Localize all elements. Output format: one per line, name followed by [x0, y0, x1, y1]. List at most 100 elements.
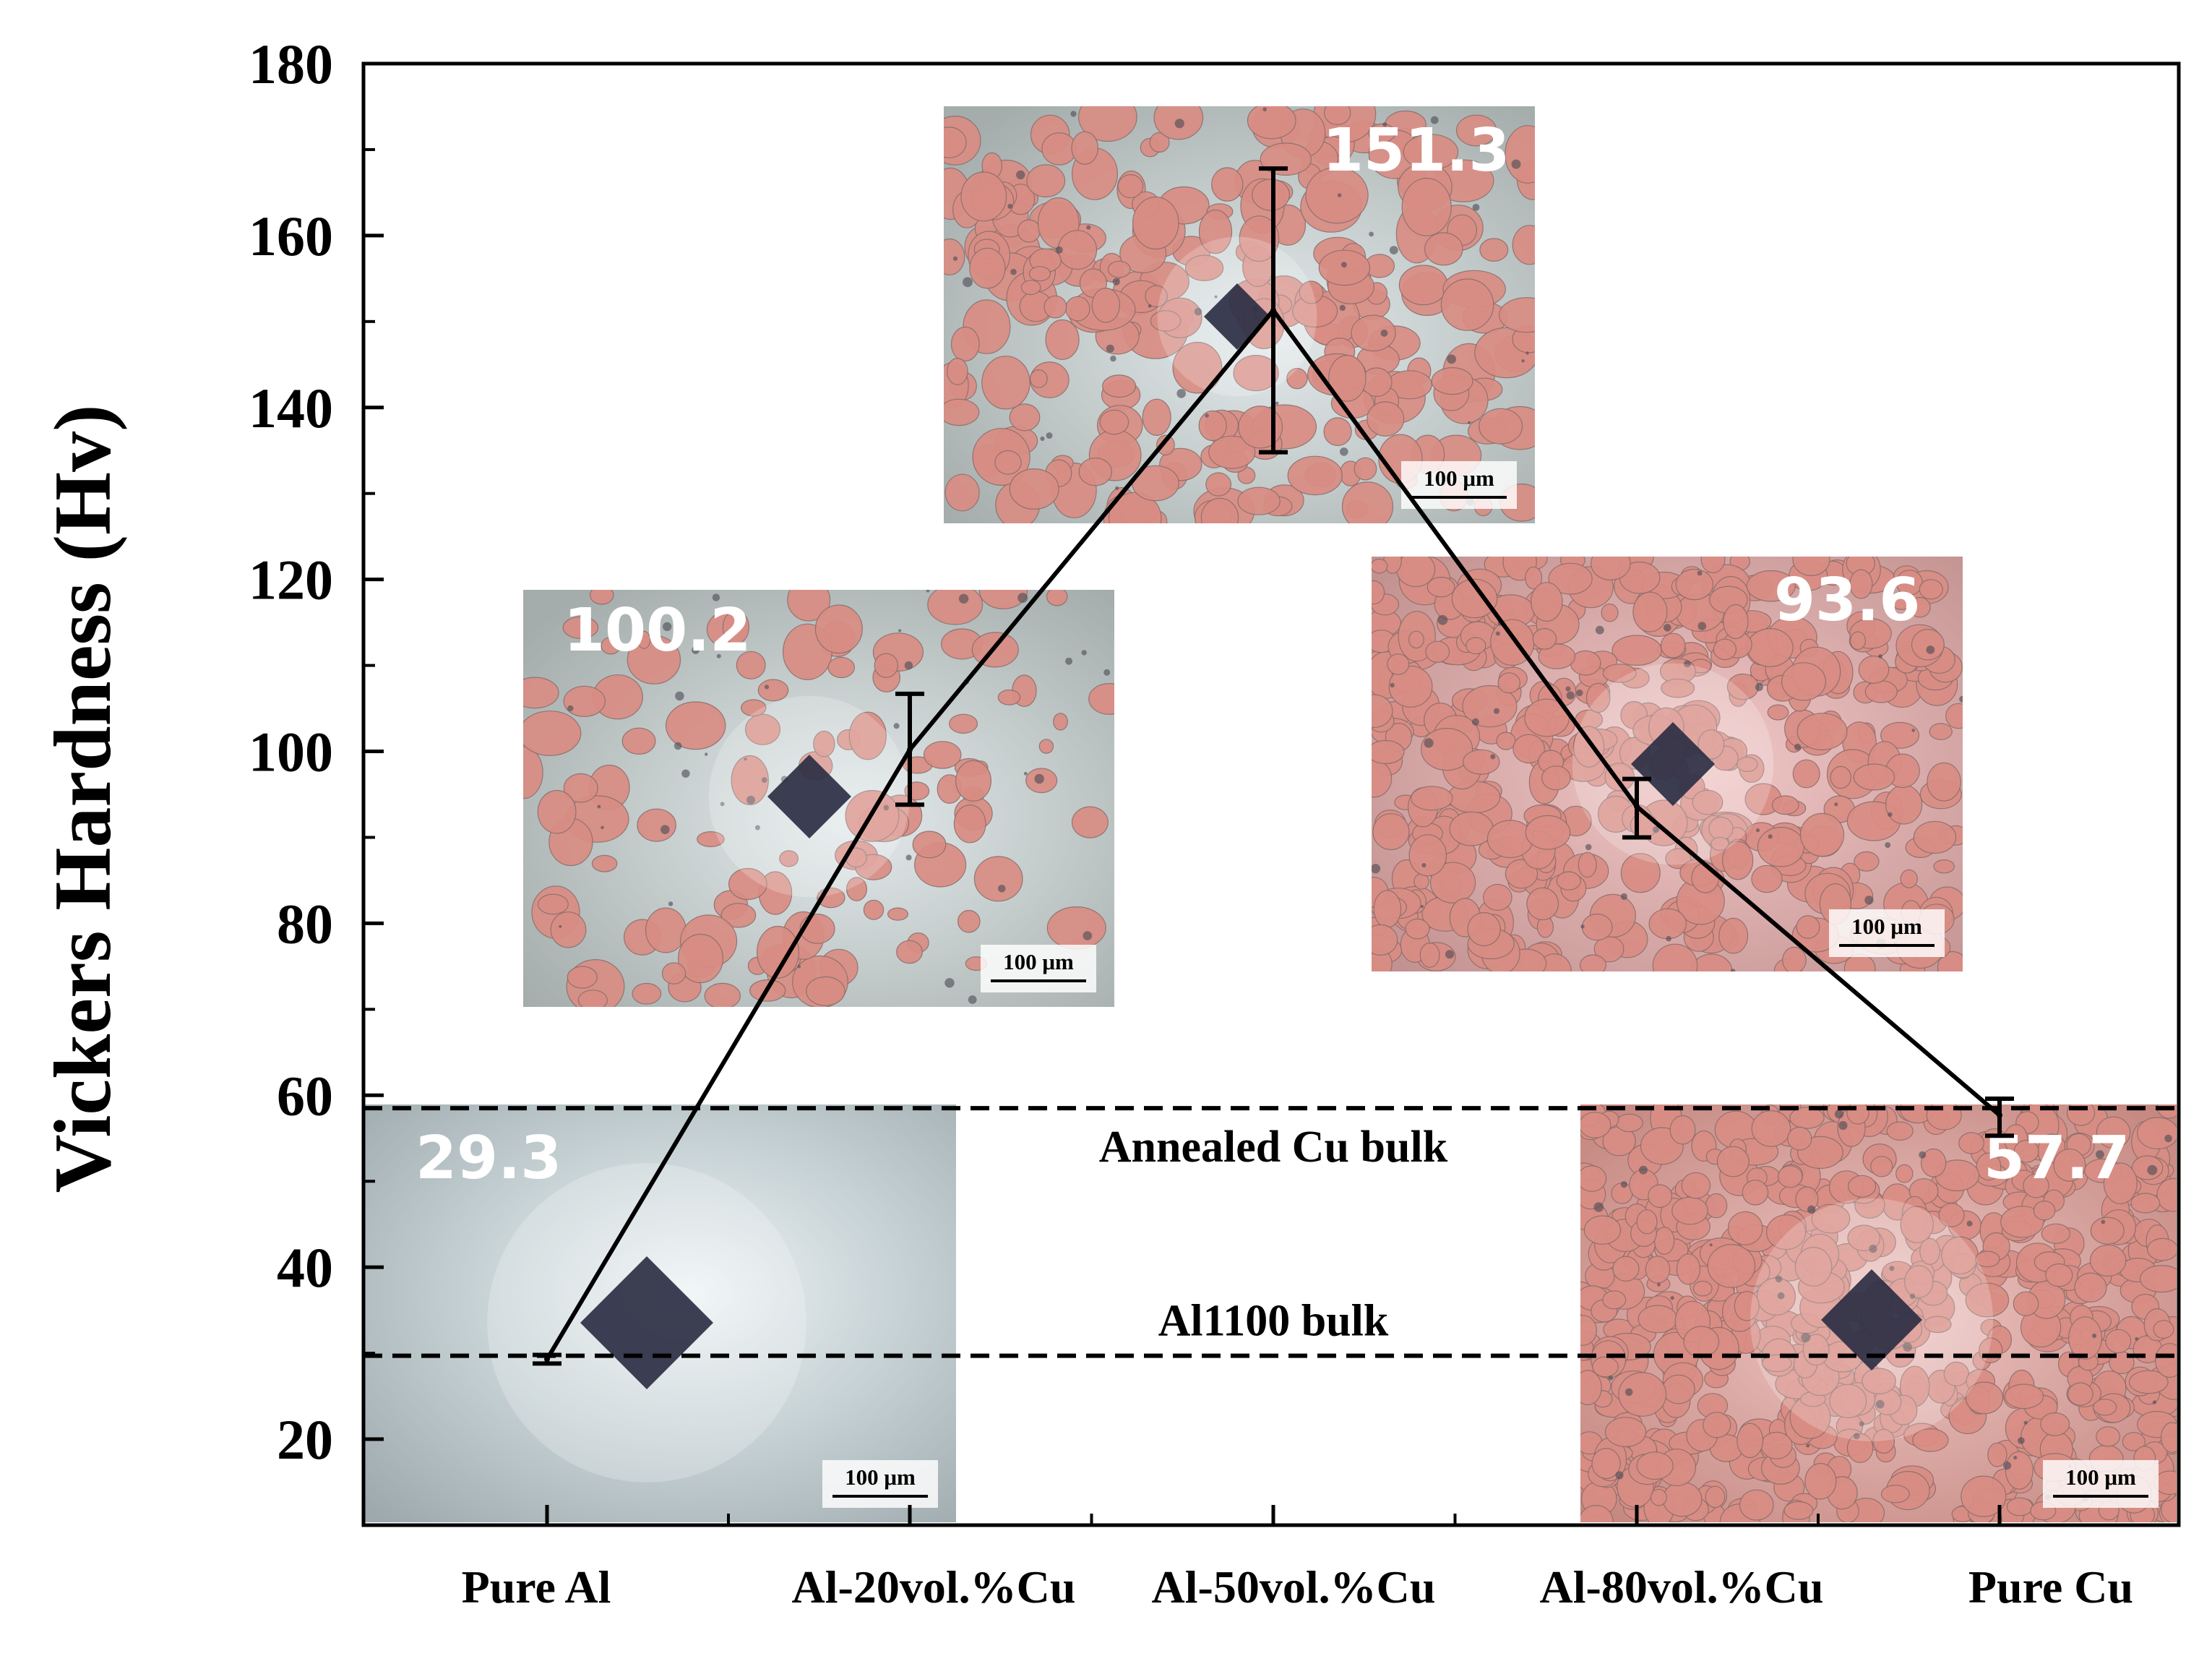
pore-dot	[1730, 969, 1736, 971]
copper-particle	[1525, 815, 1571, 850]
copper-particle	[1782, 946, 1807, 971]
copper-particle	[1783, 1501, 1814, 1520]
pore-dot	[692, 646, 700, 654]
copper-particle	[1398, 265, 1448, 306]
pore-dot	[1447, 354, 1456, 364]
copper-particle	[1919, 579, 1943, 600]
pore-dot	[1666, 935, 1671, 942]
copper-particle	[1078, 106, 1137, 142]
copper-particle	[874, 653, 899, 678]
pore-dot	[1081, 650, 1087, 656]
copper-particle	[1872, 1428, 1895, 1454]
copper-particle	[637, 630, 651, 649]
pore-dot	[2092, 1333, 2097, 1339]
copper-particle	[2013, 1139, 2039, 1163]
copper-particle	[1512, 225, 1535, 265]
copper-particle	[1843, 953, 1876, 971]
copper-particle	[1632, 591, 1668, 632]
copper-particle	[1463, 749, 1500, 775]
copper-particle	[2147, 1237, 2177, 1261]
copper-particle	[537, 893, 569, 915]
copper-particle	[2161, 1495, 2177, 1522]
copper-particle	[1618, 1372, 1667, 1417]
copper-particle	[720, 903, 757, 928]
copper-particle	[1961, 1475, 2007, 1517]
copper-particle	[1372, 580, 1385, 605]
copper-particle	[1700, 557, 1726, 574]
plot-frame	[361, 61, 2181, 1527]
copper-particle	[1736, 756, 1758, 773]
vickers-indent	[767, 755, 851, 838]
copper-particle	[1323, 417, 1352, 447]
copper-particle	[632, 982, 662, 1005]
pore-dot	[1639, 1165, 1648, 1175]
pore-dot	[1664, 624, 1671, 632]
copper-particle	[1615, 1113, 1643, 1133]
copper-particle	[1142, 398, 1171, 437]
copper-particle	[1043, 295, 1067, 319]
copper-particle	[1585, 682, 1611, 713]
copper-particle	[1886, 1121, 1914, 1141]
copper-particle	[1650, 1488, 1667, 1506]
copper-particle	[2041, 1223, 2071, 1244]
pore-dot	[1777, 1292, 1785, 1300]
pore-dot	[1903, 1342, 1912, 1352]
pore-dot	[1853, 1433, 1860, 1440]
pore-dot	[1340, 262, 1347, 268]
pore-dot	[1859, 1421, 1864, 1427]
pore-dot	[1755, 683, 1763, 692]
pore-dot	[893, 723, 900, 729]
y-axis-label: Vickers Hardness (Hv)	[38, 405, 128, 1193]
pore-dot	[2164, 1134, 2172, 1143]
copper-particle	[848, 711, 887, 760]
copper-particle	[1987, 1442, 2007, 1467]
copper-particle	[1341, 481, 1394, 523]
scale-bar-label: 100 μm	[1003, 949, 1074, 974]
pore-dot	[1205, 413, 1209, 418]
copper-particle	[2040, 1412, 2070, 1436]
copper-particle	[2155, 1343, 2177, 1378]
pore-dot	[1888, 812, 1893, 818]
copper-particle	[1499, 297, 1535, 333]
pore-dot	[1065, 657, 1073, 665]
copper-particle	[1388, 665, 1433, 708]
copper-particle	[1538, 643, 1576, 669]
pore-dot	[1340, 447, 1348, 456]
copper-particle	[1372, 739, 1405, 765]
scale-bar-label: 100 μm	[845, 1464, 916, 1490]
copper-particle	[1927, 762, 1961, 802]
pore-dot	[963, 277, 973, 288]
pore-dot	[1697, 622, 1707, 630]
copper-particle	[1200, 497, 1239, 523]
copper-particle	[731, 755, 769, 805]
copper-particle	[1858, 655, 1890, 685]
copper-particle	[1705, 1193, 1728, 1219]
y-tick-label: 140	[249, 377, 333, 439]
pore-dot	[1046, 432, 1053, 439]
copper-particle	[1479, 408, 1523, 445]
copper-particle	[1420, 727, 1473, 771]
micrograph-inset: 100 μm 93.6	[1372, 557, 1963, 971]
copper-particle	[1057, 230, 1098, 270]
copper-particle	[2023, 1173, 2049, 1198]
copper-particle	[2131, 1155, 2164, 1180]
copper-particle	[1653, 1227, 1675, 1255]
copper-particle	[1716, 1146, 1750, 1177]
copper-particle	[787, 590, 831, 622]
scale-bar-label: 100 μm	[2065, 1464, 2136, 1490]
pore-dot	[1380, 329, 1388, 337]
copper-particle	[1117, 174, 1144, 199]
copper-particle	[1612, 1256, 1640, 1282]
copper-particle	[722, 610, 750, 645]
copper-particle	[2000, 1206, 2044, 1238]
pore-dot	[746, 795, 755, 805]
pore-dot	[1083, 931, 1093, 940]
copper-particle	[1426, 576, 1455, 598]
pore-dot	[1275, 401, 1279, 406]
copper-particle	[2096, 1426, 2121, 1447]
copper-particle	[1038, 739, 1054, 754]
hardness-value-label: 100.2	[564, 596, 751, 665]
copper-particle	[591, 854, 618, 872]
copper-particle	[1924, 1316, 1952, 1334]
pore-dot	[559, 924, 562, 928]
